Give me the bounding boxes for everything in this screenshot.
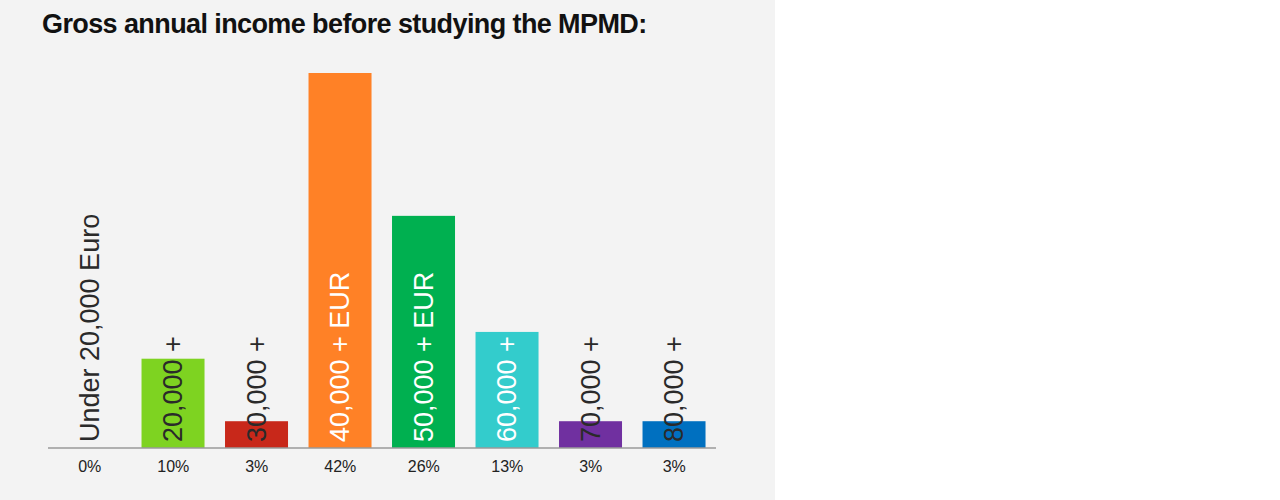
svg-text:40,000 + EUR: 40,000 + EUR <box>325 272 355 442</box>
svg-text:0%: 0% <box>78 458 101 475</box>
svg-text:42%: 42% <box>324 458 356 475</box>
svg-text:3%: 3% <box>663 458 686 475</box>
svg-text:Under 20,000 Euro: Under 20,000 Euro <box>75 214 105 442</box>
svg-text:26%: 26% <box>408 458 440 475</box>
svg-text:20,000 +: 20,000 + <box>158 336 188 442</box>
svg-text:3%: 3% <box>245 458 268 475</box>
svg-text:80,000 +: 80,000 + <box>659 336 689 442</box>
svg-text:10%: 10% <box>157 458 189 475</box>
svg-text:60,000 +: 60,000 + <box>492 336 522 442</box>
svg-text:30,000 +: 30,000 + <box>242 336 272 442</box>
html-text:Gross annual income before stu: Gross annual income before studying the … <box>42 9 647 39</box>
svg-text:13%: 13% <box>491 458 523 475</box>
svg-text:3%: 3% <box>579 458 602 475</box>
svg-text:50,000 + EUR: 50,000 + EUR <box>409 272 439 442</box>
svg-text:70,000 +: 70,000 + <box>576 336 606 442</box>
